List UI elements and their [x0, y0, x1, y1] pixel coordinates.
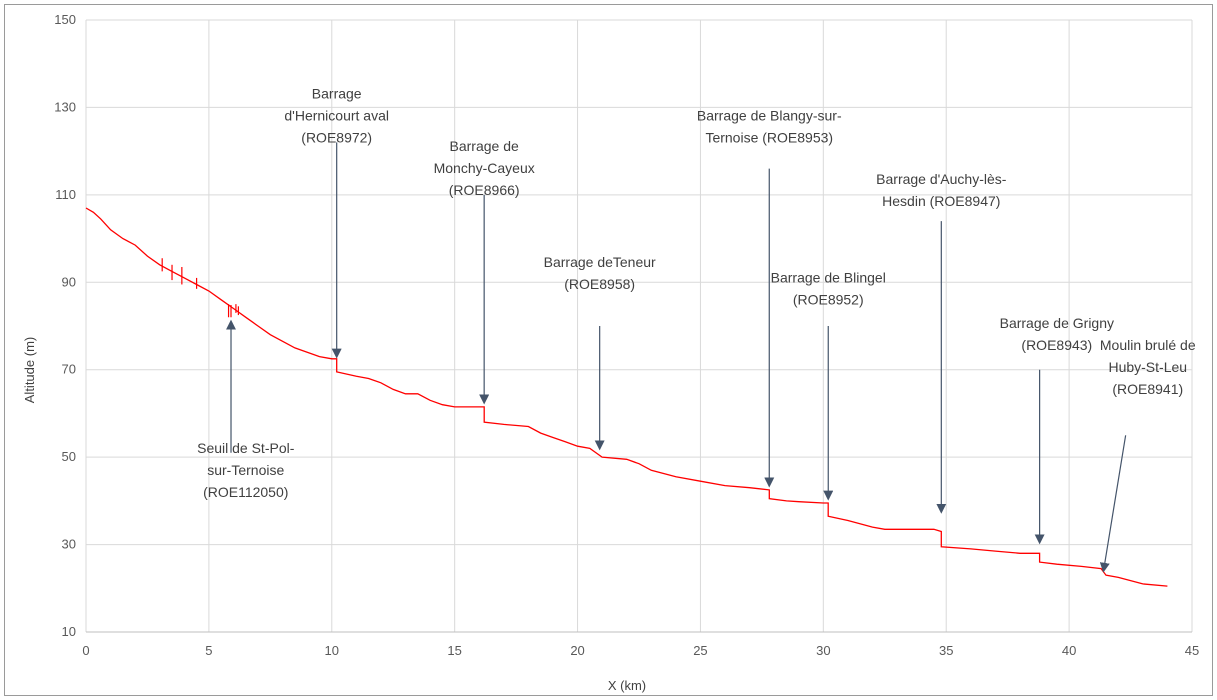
annotation-label: Monchy-Cayeux	[434, 160, 535, 176]
annotation-label: Huby-St-Leu	[1108, 359, 1187, 375]
annotation-label: Barrage de Blingel	[771, 269, 886, 285]
x-tick-label: 10	[325, 643, 339, 658]
x-tick-label: 5	[205, 643, 212, 658]
annotation-label: (ROE8972)	[301, 130, 372, 146]
series-layer	[85, 207, 1168, 587]
annotation-label: (ROE112050)	[203, 484, 288, 500]
annotation-label: Ternoise (ROE8953)	[705, 130, 833, 146]
x-tick-label: 45	[1185, 643, 1199, 658]
x-tick-label: 0	[82, 643, 89, 658]
annotation-label: sur-Ternoise	[207, 462, 284, 478]
x-tick-label: 15	[447, 643, 461, 658]
chart-frame	[4, 4, 1213, 696]
annotation-hernicourt: Barrage d'Hernicourt aval (ROE8972)	[284, 86, 389, 359]
x-tick-label: 30	[816, 643, 830, 658]
annotation-blingel: Barrage de Blingel (ROE8952)	[771, 269, 886, 501]
x-tick-label: 35	[939, 643, 953, 658]
annotation-label: Barrage de Blangy-sur-	[697, 108, 842, 124]
axes: 0 5 10 15 20 25 30 35 40 45 10 30 50 70 90 110 130 150	[54, 12, 1199, 658]
y-tick-label: 130	[54, 99, 76, 114]
annotation-label: Barrage deTeneur	[544, 254, 656, 270]
annotation-label: Barrage	[312, 86, 362, 102]
y-tick-label: 30	[62, 537, 76, 552]
x-tick-label: 20	[570, 643, 584, 658]
annotation-label: Hesdin (ROE8947)	[882, 193, 1000, 209]
annotation-label: (ROE8958)	[564, 276, 635, 292]
annotation-blangy: Barrage de Blangy-sur- Ternoise (ROE8953)	[697, 108, 842, 488]
y-axis-label: Altitude (m)	[22, 337, 37, 403]
annotation-label: (ROE8943)	[1021, 337, 1092, 353]
annotation-label: (ROE8952)	[793, 291, 864, 307]
x-tick-label: 40	[1062, 643, 1076, 658]
annotation-teneur: Barrage deTeneur (ROE8958)	[544, 254, 656, 451]
annotation-arrow	[1099, 435, 1127, 573]
x-tick-label: 25	[693, 643, 707, 658]
annotation-seuil-st-pol: Seuil de St-Pol-sur-Ternoise (ROE112050)	[197, 319, 295, 500]
y-tick-label: 110	[55, 187, 76, 202]
annotations: Seuil de St-Pol-sur-Ternoise (ROE112050) B…	[197, 86, 1196, 573]
y-tick-label: 70	[62, 362, 76, 377]
annotation-grigny: Barrage de Grigny (ROE8943)	[1000, 315, 1114, 545]
annotation-label: (ROE8941)	[1112, 381, 1183, 397]
annotation-label: Moulin brulé de	[1100, 337, 1196, 353]
annotation-label: Seuil de St-Pol-	[197, 440, 295, 456]
annotation-label: d'Hernicourt aval	[284, 108, 389, 124]
y-tick-label: 90	[62, 274, 76, 289]
altitude-profile-line	[85, 207, 1168, 587]
grid	[85, 19, 1193, 633]
y-tick-label: 150	[54, 12, 76, 27]
annotation-label: Barrage d'Auchy-lès-	[876, 171, 1007, 187]
annotation-label: Barrage de	[450, 138, 519, 154]
annotation-label: (ROE8966)	[449, 182, 520, 198]
annotation-label: Barrage de Grigny	[1000, 315, 1114, 331]
y-tick-label: 50	[62, 449, 76, 464]
y-tick-label: 10	[62, 624, 76, 639]
annotation-moulin-huby: Moulin brulé de Huby-St-Leu (ROE8941)	[1099, 337, 1196, 573]
annotation-monchy-cayeux: Barrage de Monchy-Cayeux (ROE8966)	[434, 138, 535, 405]
annotation-auchy: Barrage d'Auchy-lès- Hesdin (ROE8947)	[876, 171, 1007, 514]
x-axis-label: X (km)	[608, 678, 646, 693]
